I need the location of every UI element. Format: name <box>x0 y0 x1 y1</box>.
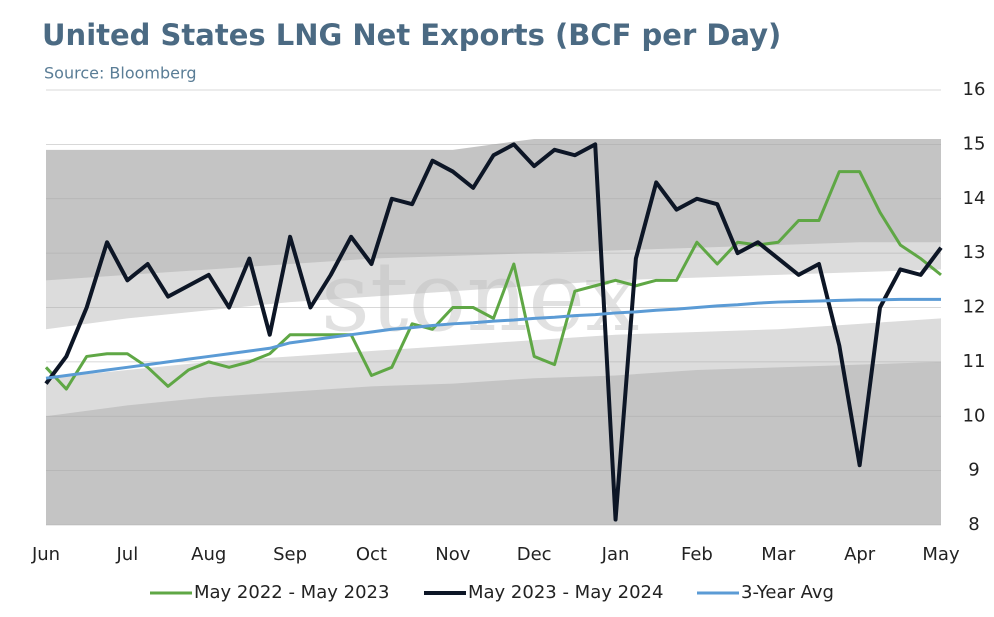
x-tick-label: Aug <box>191 544 226 565</box>
y-tick-label: 8 <box>968 514 979 535</box>
x-tick-label: Nov <box>435 544 470 565</box>
legend-label: May 2022 - May 2023 <box>194 582 389 603</box>
legend-label: 3-Year Avg <box>741 582 834 603</box>
y-tick-label: 9 <box>968 460 979 481</box>
x-tick-label: Jul <box>116 544 139 565</box>
y-tick-label: 14 <box>963 188 986 209</box>
x-tick-label: Jan <box>601 544 630 565</box>
series-line <box>44 170 942 391</box>
y-tick-label: 12 <box>963 297 986 318</box>
x-tick-label: Mar <box>761 544 796 565</box>
legend-label: May 2023 - May 2024 <box>468 582 663 603</box>
x-tick-label: Feb <box>681 544 713 565</box>
series-line <box>44 142 943 522</box>
y-tick-label: 10 <box>963 405 986 426</box>
y-tick-label: 15 <box>963 133 986 154</box>
range-band <box>46 269 941 379</box>
y-tick-label: 16 <box>963 79 986 100</box>
x-tick-label: Apr <box>844 544 876 565</box>
y-tick-label: 13 <box>963 242 986 263</box>
chart-title: United States LNG Net Exports (BCF per D… <box>42 18 781 52</box>
x-tick-label: Oct <box>356 544 387 565</box>
x-tick-label: May <box>922 544 960 565</box>
series-line <box>45 297 941 380</box>
x-tick-label: Sep <box>273 544 307 565</box>
x-tick-label: Jun <box>31 544 60 565</box>
x-tick-label: Dec <box>517 544 552 565</box>
chart-subtitle: Source: Bloomberg <box>44 64 196 83</box>
y-tick-label: 11 <box>963 351 986 372</box>
